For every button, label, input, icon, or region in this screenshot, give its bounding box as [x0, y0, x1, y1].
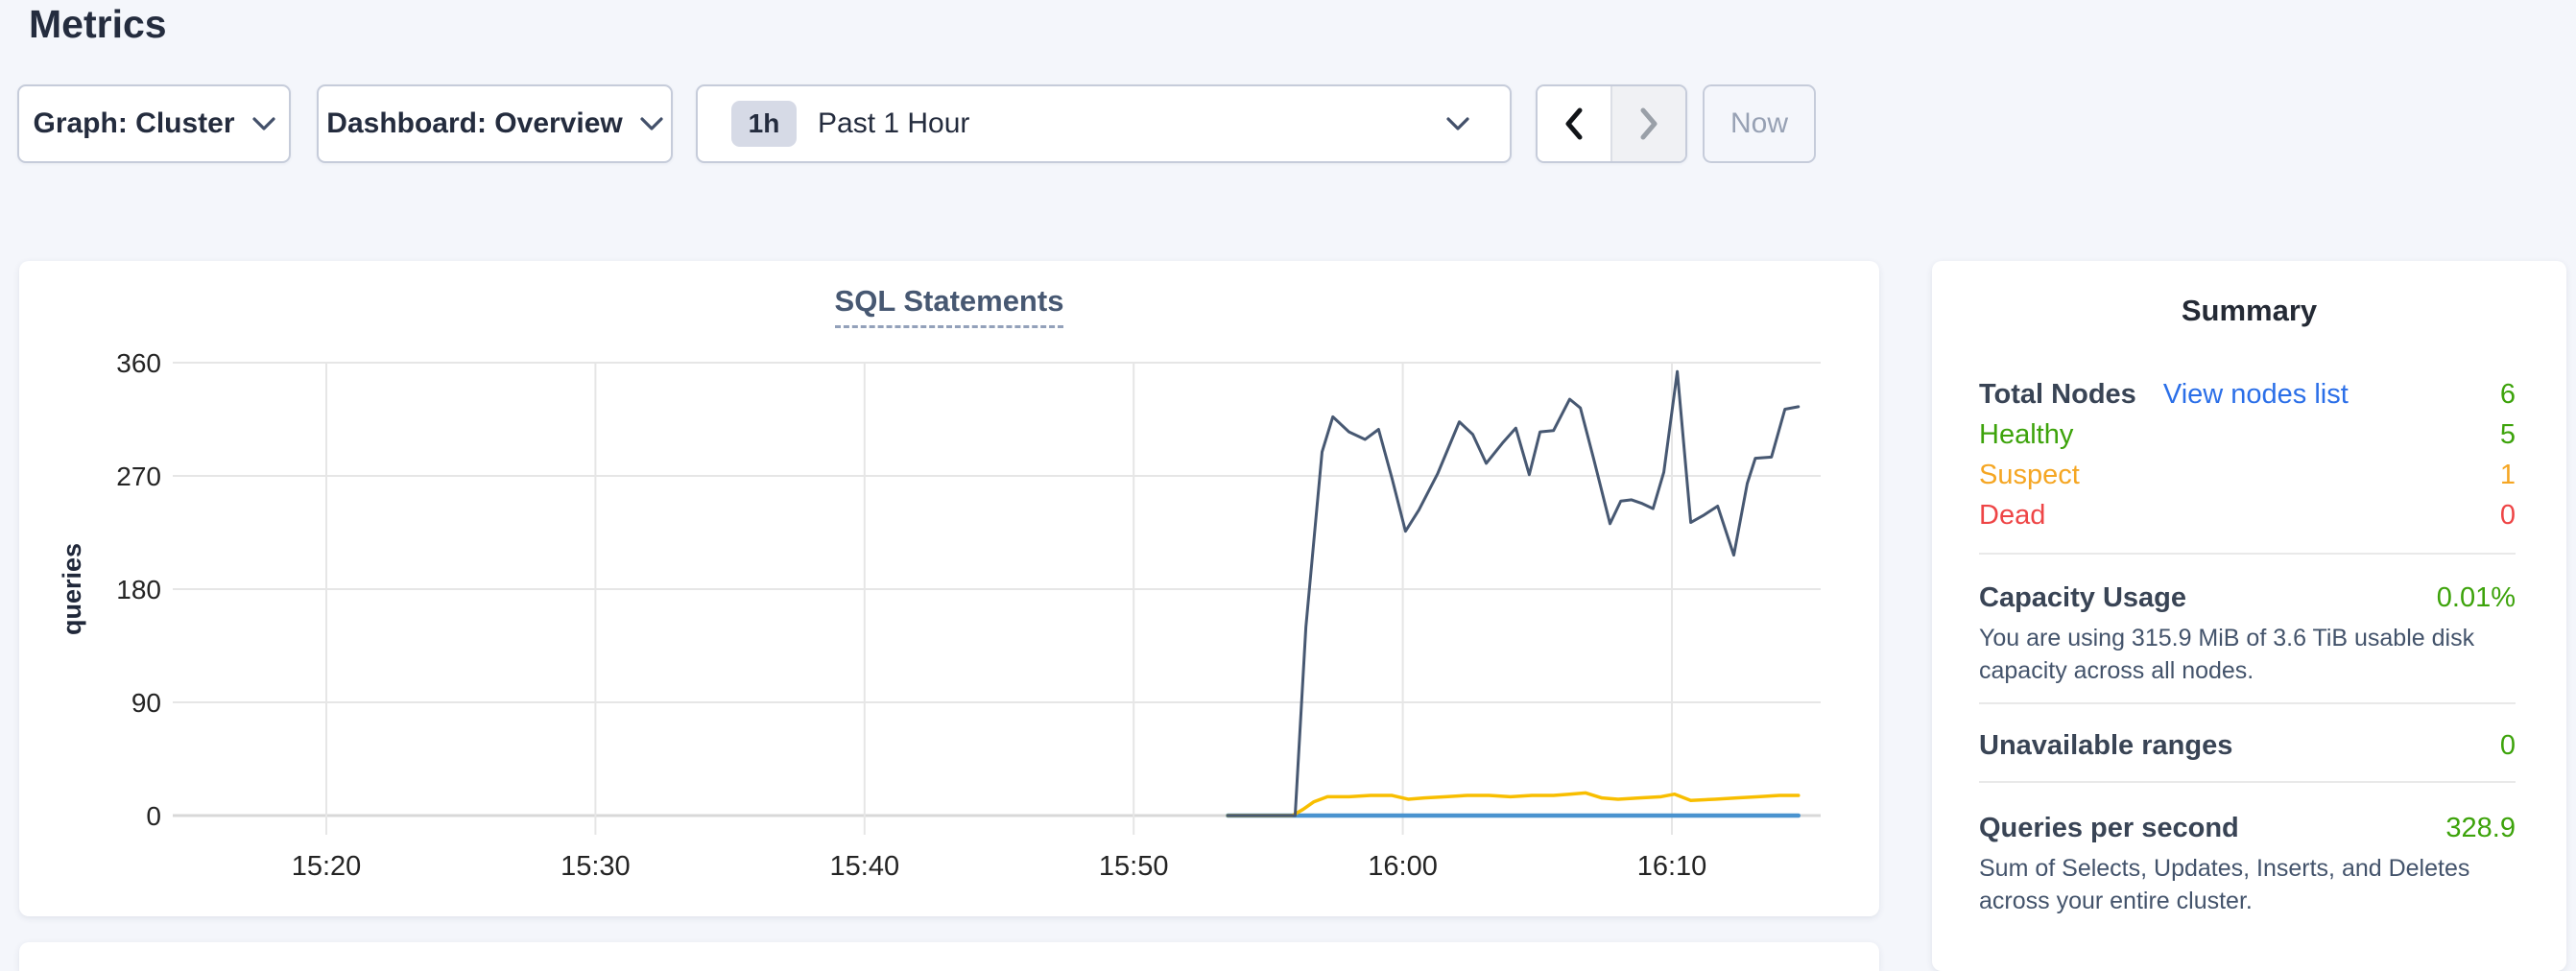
series-yellow-line — [1226, 791, 1801, 817]
chevron-down-icon — [251, 116, 275, 130]
divider — [1979, 553, 2516, 555]
x-axis-tick-label: 15:20 — [292, 851, 362, 882]
graph-selector-label: Graph: Cluster — [33, 107, 235, 139]
page-title: Metrics — [29, 2, 167, 46]
graph-selector-dropdown[interactable]: Graph: Cluster — [17, 84, 291, 163]
x-axis-tick-label: 15:30 — [561, 851, 631, 882]
dead-nodes-row: Dead 0 — [1979, 499, 2516, 532]
chevron-down-icon — [640, 116, 663, 130]
capacity-usage-value: 0.01% — [2436, 582, 2516, 613]
total-nodes-row: Total Nodes View nodes list 6 — [1979, 378, 2516, 411]
chevron-left-icon — [1565, 107, 1583, 140]
unavailable-ranges-label: Unavailable ranges — [1979, 730, 2233, 761]
chevron-down-icon — [1446, 116, 1469, 130]
sql-statements-chart[interactable]: 0 90 180 270 360 15:20 15:30 15:40 15:50 16:00 16:… — [19, 261, 1879, 916]
divider — [1979, 702, 2516, 704]
x-axis-tick-label: 15:40 — [830, 851, 900, 882]
series-navy-line — [1226, 369, 1801, 817]
y-axis-tick-label: 270 — [116, 462, 161, 491]
queries-per-second-description: Sum of Selects, Updates, Inserts, and De… — [1979, 855, 2470, 914]
unavailable-ranges-value: 0 — [2499, 730, 2516, 761]
dead-value: 0 — [2499, 500, 2516, 531]
next-chart-card — [19, 942, 1879, 971]
unavailable-ranges-row: Unavailable ranges 0 — [1979, 729, 2516, 762]
dead-label: Dead — [1979, 500, 2046, 531]
x-axis-tick-label: 15:50 — [1099, 851, 1169, 882]
view-nodes-list-link[interactable]: View nodes list — [2162, 379, 2349, 410]
queries-per-second-label: Queries per second — [1979, 813, 2239, 843]
time-range-badge: 1h — [731, 101, 797, 147]
capacity-usage-description: You are using 315.9 MiB of 3.6 TiB usabl… — [1979, 625, 2475, 684]
summary-heading: Summary — [2181, 294, 2318, 327]
chart-title[interactable]: SQL Statements — [834, 284, 1064, 328]
dashboard-selector-label: Dashboard: Overview — [326, 107, 623, 139]
time-nav-arrows — [1536, 84, 1687, 163]
queries-per-second-value: 328.9 — [2445, 813, 2516, 843]
healthy-value: 5 — [2499, 419, 2516, 450]
prev-range-button[interactable] — [1538, 86, 1610, 161]
suspect-label: Suspect — [1979, 460, 2080, 490]
x-axis-tick-label: 16:00 — [1368, 851, 1438, 882]
queries-per-second-row: Queries per second 328.9 — [1979, 812, 2516, 844]
healthy-label: Healthy — [1979, 419, 2074, 450]
total-nodes-value: 6 — [2499, 379, 2516, 410]
chart-title-wrap: SQL Statements — [19, 284, 1879, 328]
now-button[interactable]: Now — [1703, 84, 1816, 163]
summary-panel: Summary Total Nodes View nodes list 6 He… — [1932, 261, 2566, 971]
x-axis-tick-label: 16:10 — [1637, 851, 1707, 882]
suspect-nodes-row: Suspect 1 — [1979, 459, 2516, 491]
sql-statements-chart-card: SQL Statements 0 90 180 270 360 15:20 15:30 15:… — [19, 261, 1879, 916]
healthy-nodes-row: Healthy 5 — [1979, 418, 2516, 451]
suspect-value: 1 — [2499, 460, 2516, 490]
y-axis-label: queries — [58, 543, 86, 635]
divider — [1979, 781, 2516, 783]
y-axis-tick-label: 90 — [131, 688, 161, 718]
y-axis-tick-label: 180 — [116, 575, 161, 604]
capacity-usage-label: Capacity Usage — [1979, 582, 2186, 613]
next-range-button[interactable] — [1610, 86, 1685, 161]
total-nodes-label: Total Nodes — [1979, 379, 2136, 410]
y-axis-tick-label: 360 — [116, 348, 161, 378]
time-range-label: Past 1 Hour — [818, 107, 970, 139]
dashboard-selector-dropdown[interactable]: Dashboard: Overview — [317, 84, 673, 163]
y-axis-tick-label: 0 — [146, 801, 161, 831]
capacity-usage-row: Capacity Usage 0.01% — [1979, 581, 2516, 614]
chevron-right-icon — [1640, 107, 1658, 140]
time-range-picker[interactable]: 1h Past 1 Hour — [696, 84, 1512, 163]
